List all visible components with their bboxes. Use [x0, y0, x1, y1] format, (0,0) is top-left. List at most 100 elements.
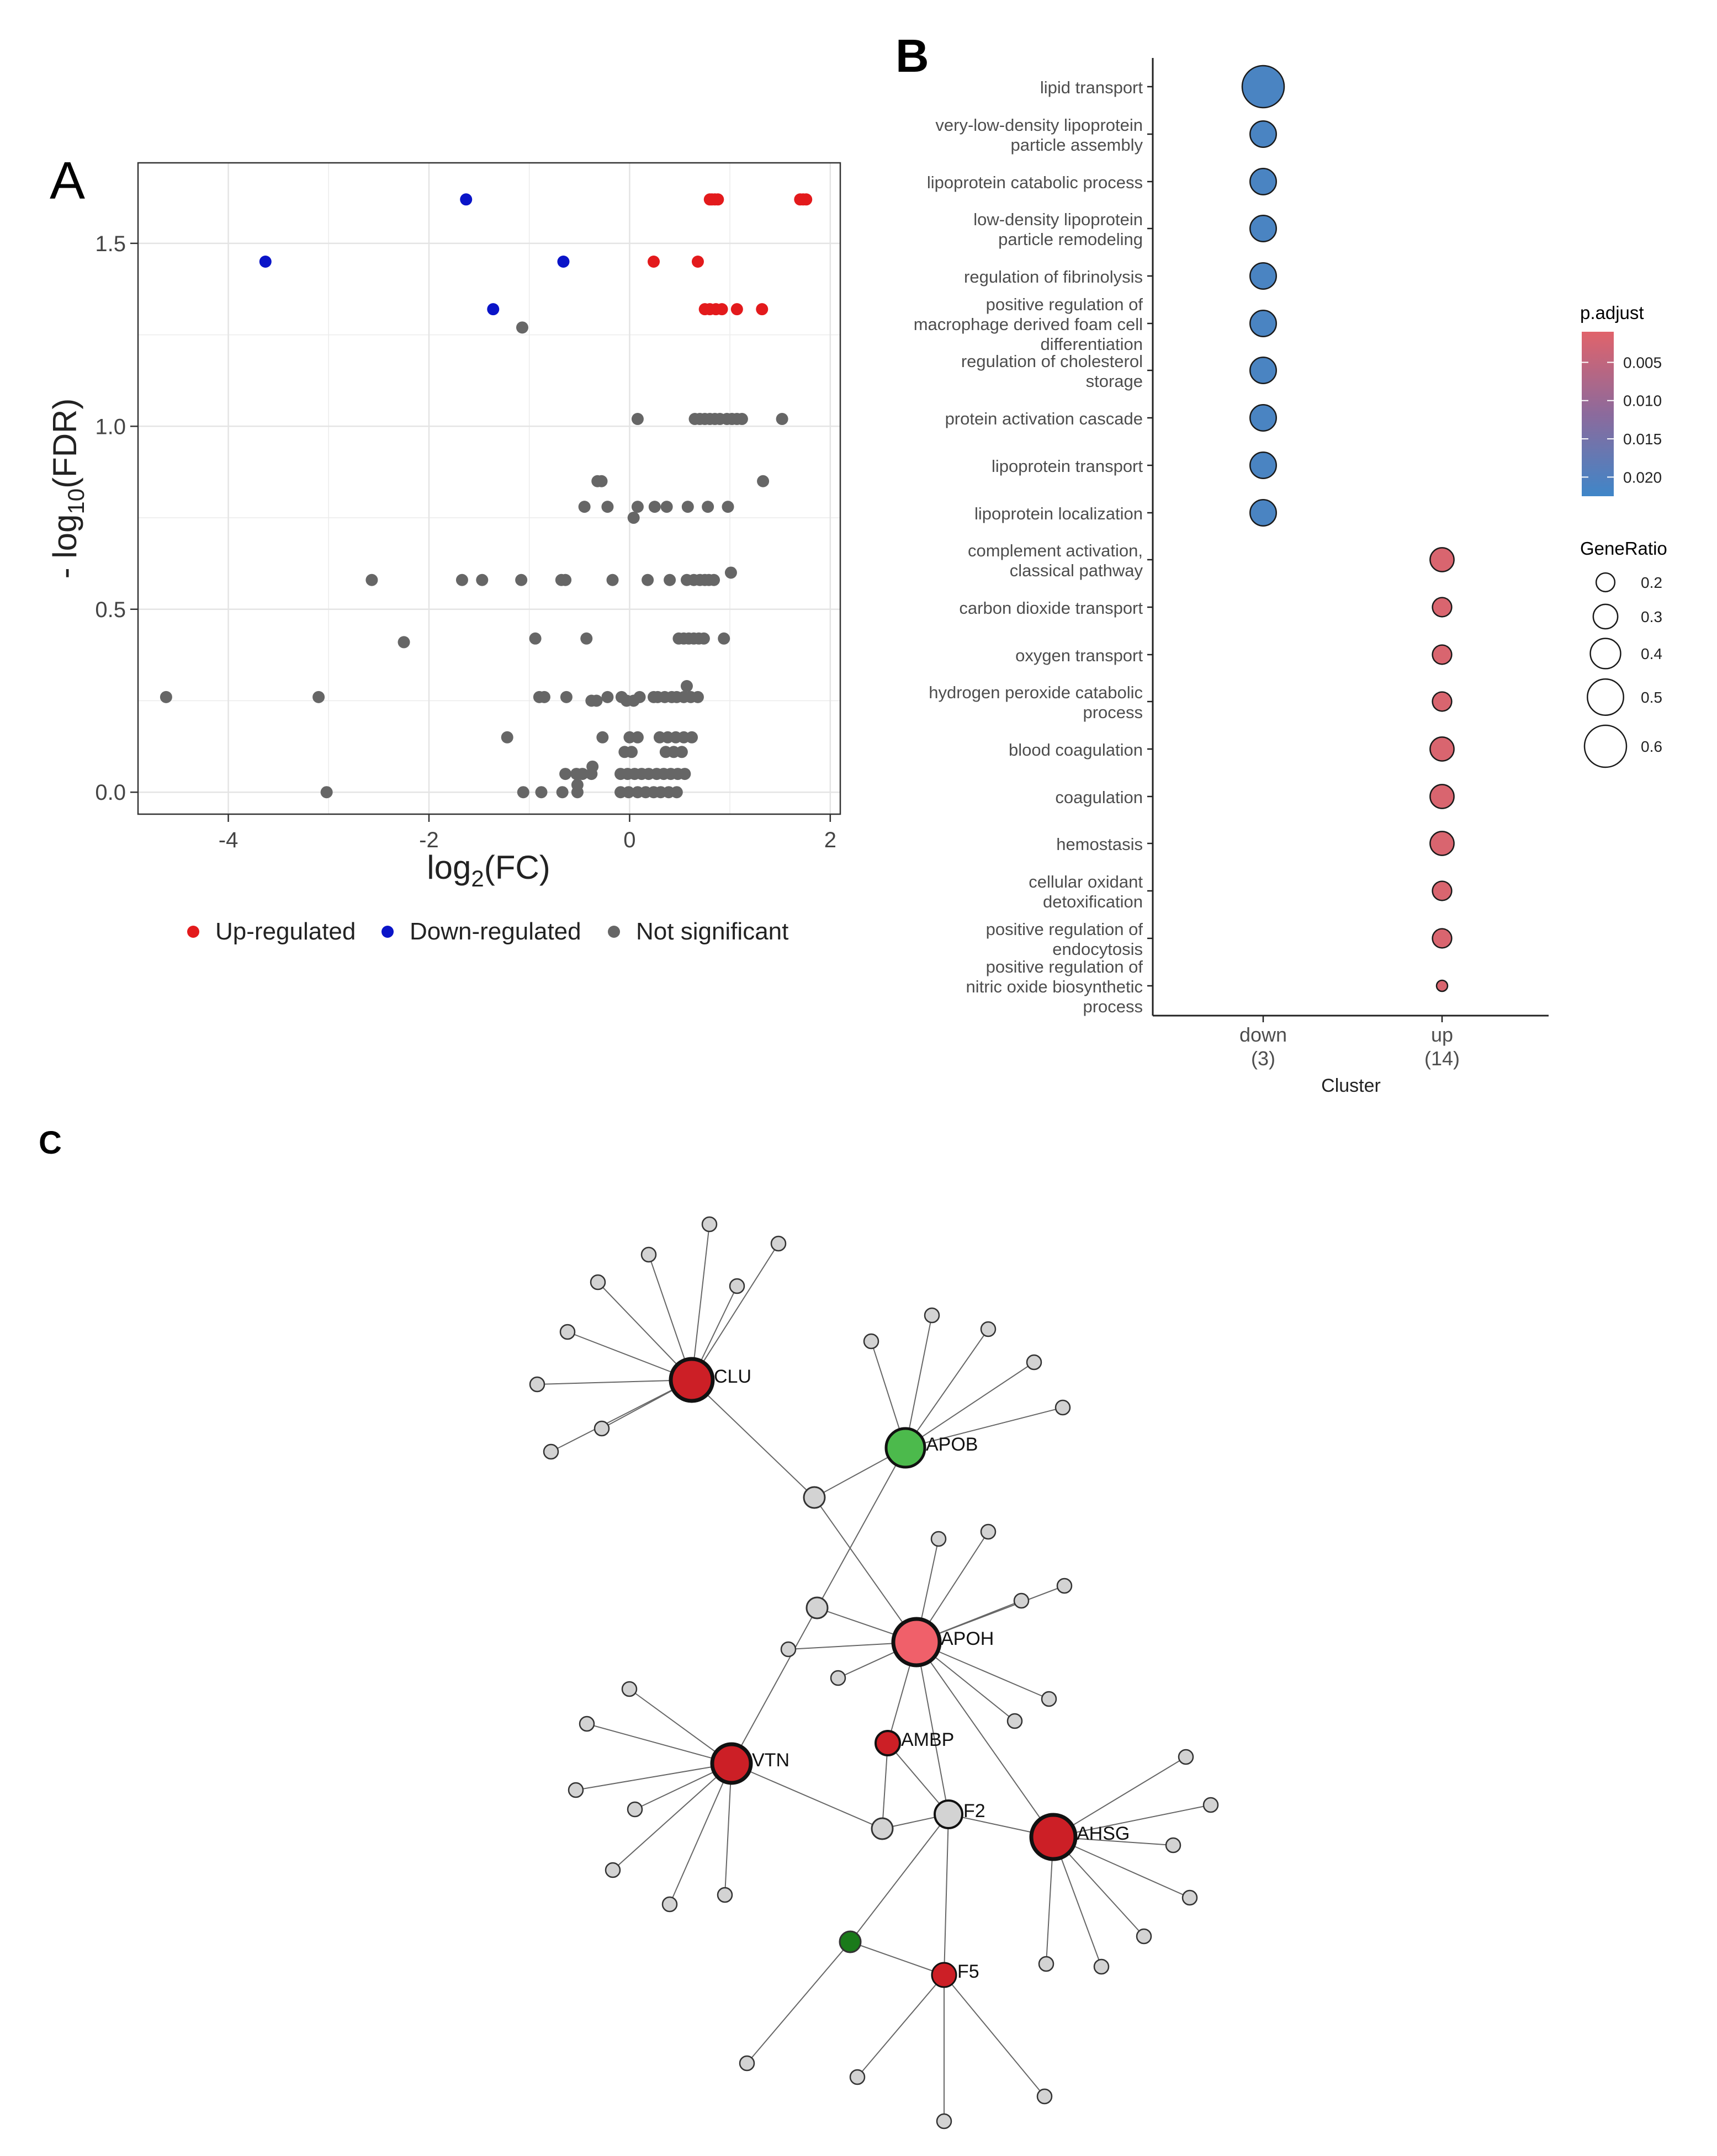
- volcano-point-ns: [648, 501, 661, 513]
- volcano-point-ns: [571, 786, 584, 799]
- term-label: particle assembly: [1011, 135, 1143, 155]
- term-label: lipoprotein transport: [992, 456, 1143, 476]
- network-leaf-node: [739, 2055, 755, 2072]
- term-label: carbon dioxide transport: [959, 598, 1143, 618]
- network-edge: [944, 1974, 1045, 2097]
- volcano-point-ns: [718, 632, 730, 645]
- enrichment-dot: [1249, 404, 1277, 432]
- enrichment-dot: [1241, 65, 1285, 109]
- network-leaf-node: [559, 1324, 576, 1340]
- size-legend-circle: [1595, 572, 1616, 593]
- network-edge: [746, 1941, 851, 2064]
- network-edge: [850, 1941, 945, 1976]
- enrichment-dot: [1249, 357, 1277, 384]
- enrichment-dot: [1249, 215, 1277, 242]
- enrichment-dot: [1432, 597, 1453, 618]
- volcano-point-ns: [675, 746, 688, 758]
- size-legend-circle: [1583, 724, 1628, 768]
- term-label: process: [1083, 997, 1143, 1016]
- volcano-point-up: [756, 303, 769, 316]
- enrichment-dot: [1249, 168, 1277, 195]
- network-hub-node: [803, 1486, 826, 1509]
- panel-a-volcano-plot: A -4 -2 0 2 0.0 0.5 1.0 1.5 log2(FC) - log10(FD…: [46, 151, 841, 945]
- panel-a-letter: A: [50, 151, 85, 210]
- network-leaf-node: [729, 1278, 745, 1294]
- volcano-point-ns: [680, 679, 693, 692]
- term-label: differentiation: [1040, 334, 1143, 354]
- volcano-axis-ticks: -4 -2 0 2 0.0 0.5 1.0 1.5: [95, 232, 836, 852]
- network-edge: [850, 1814, 949, 1942]
- volcano-y-axis-label: - log10(FDR): [46, 399, 89, 579]
- volcano-point-ns: [515, 573, 528, 586]
- volcano-x-axis-label: log2(FC): [427, 849, 550, 891]
- enrichment-dot: [1429, 736, 1455, 762]
- volcano-point-ns: [560, 691, 573, 703]
- network-edge: [905, 1362, 1035, 1448]
- volcano-point-ns: [622, 786, 635, 799]
- network-edge: [887, 1743, 949, 1815]
- network-edge: [814, 1497, 917, 1643]
- volcano-point-ns: [585, 768, 598, 780]
- volcano-gridlines: [138, 163, 840, 814]
- network-leaf-node: [579, 1716, 595, 1732]
- network-leaf-node: [1178, 1749, 1194, 1765]
- network-leaf-node: [770, 1235, 787, 1252]
- volcano-point-ns: [455, 573, 468, 586]
- network-node-f2: [934, 1799, 963, 1829]
- enrichment-dot: [1249, 310, 1277, 337]
- network-leaf-node: [661, 1896, 678, 1913]
- term-label: process: [1083, 703, 1143, 722]
- network-leaf-node: [1056, 1578, 1073, 1594]
- network-leaf-node: [593, 1420, 610, 1437]
- volcano-point-ns: [312, 691, 325, 703]
- network-edge: [731, 1763, 883, 1829]
- size-legend-circle: [1589, 638, 1621, 670]
- term-label: regulation of cholesterol: [961, 352, 1143, 371]
- network-leaf-node: [863, 1333, 879, 1350]
- volcano-points: [160, 193, 813, 799]
- network-node-f5: [931, 1962, 957, 1988]
- term-label: very-low-density lipoprotein: [935, 115, 1143, 135]
- term-label: lipoprotein localization: [974, 504, 1143, 523]
- network-leaf-node: [1136, 1928, 1152, 1945]
- network-edge: [916, 1585, 1065, 1643]
- volcano-point-ns: [691, 691, 704, 703]
- network-edge: [731, 1607, 818, 1764]
- term-label: nitric oxide biosynthetic: [966, 977, 1143, 996]
- volcano-point-ns: [606, 573, 619, 586]
- network-node-label: F5: [957, 1961, 979, 1982]
- volcano-point-ns: [580, 632, 593, 645]
- y-tick-label: 0.0: [95, 780, 126, 805]
- term-label: hydrogen peroxide catabolic: [929, 683, 1143, 702]
- volcano-point-ns: [724, 566, 737, 579]
- term-label: lipid transport: [1040, 78, 1143, 97]
- size-legend-circle: [1587, 678, 1624, 716]
- size-legend-label: 0.3: [1641, 608, 1662, 625]
- term-label: particle remodeling: [998, 230, 1143, 249]
- network-node-label: AMBP: [901, 1729, 954, 1750]
- enrichment-dot: [1435, 979, 1449, 992]
- network-leaf-node: [924, 1307, 940, 1324]
- network-leaf-node: [830, 1670, 846, 1686]
- network-hub-node: [871, 1817, 894, 1840]
- term-label: detoxification: [1043, 892, 1143, 911]
- network-leaf-node: [621, 1681, 638, 1697]
- network-leaf-node: [701, 1216, 718, 1233]
- volcano-point-ns: [160, 691, 172, 703]
- volcano-point-ns: [501, 731, 513, 744]
- volcano-point-down: [259, 255, 272, 268]
- term-label: positive regulation of: [986, 920, 1143, 939]
- colorbar-tick-label: 0.015: [1623, 431, 1662, 448]
- volcano-point-ns: [735, 413, 748, 426]
- legend-key-ns: [608, 926, 620, 938]
- network-leaf-node: [1026, 1354, 1042, 1371]
- network-edge: [612, 1763, 732, 1871]
- network-leaf-node: [1013, 1592, 1030, 1609]
- network-leaf-node: [1038, 1956, 1054, 1972]
- volcano-point-ns: [631, 501, 644, 513]
- panel-c-protein-network: C CLU APOB APOH AMBP VTN F2 AHSG F5: [39, 1125, 1219, 2130]
- term-label: hemostasis: [1056, 835, 1143, 854]
- term-label: macrophage derived foam cell: [914, 315, 1143, 334]
- network-node-label: CLU: [714, 1366, 751, 1387]
